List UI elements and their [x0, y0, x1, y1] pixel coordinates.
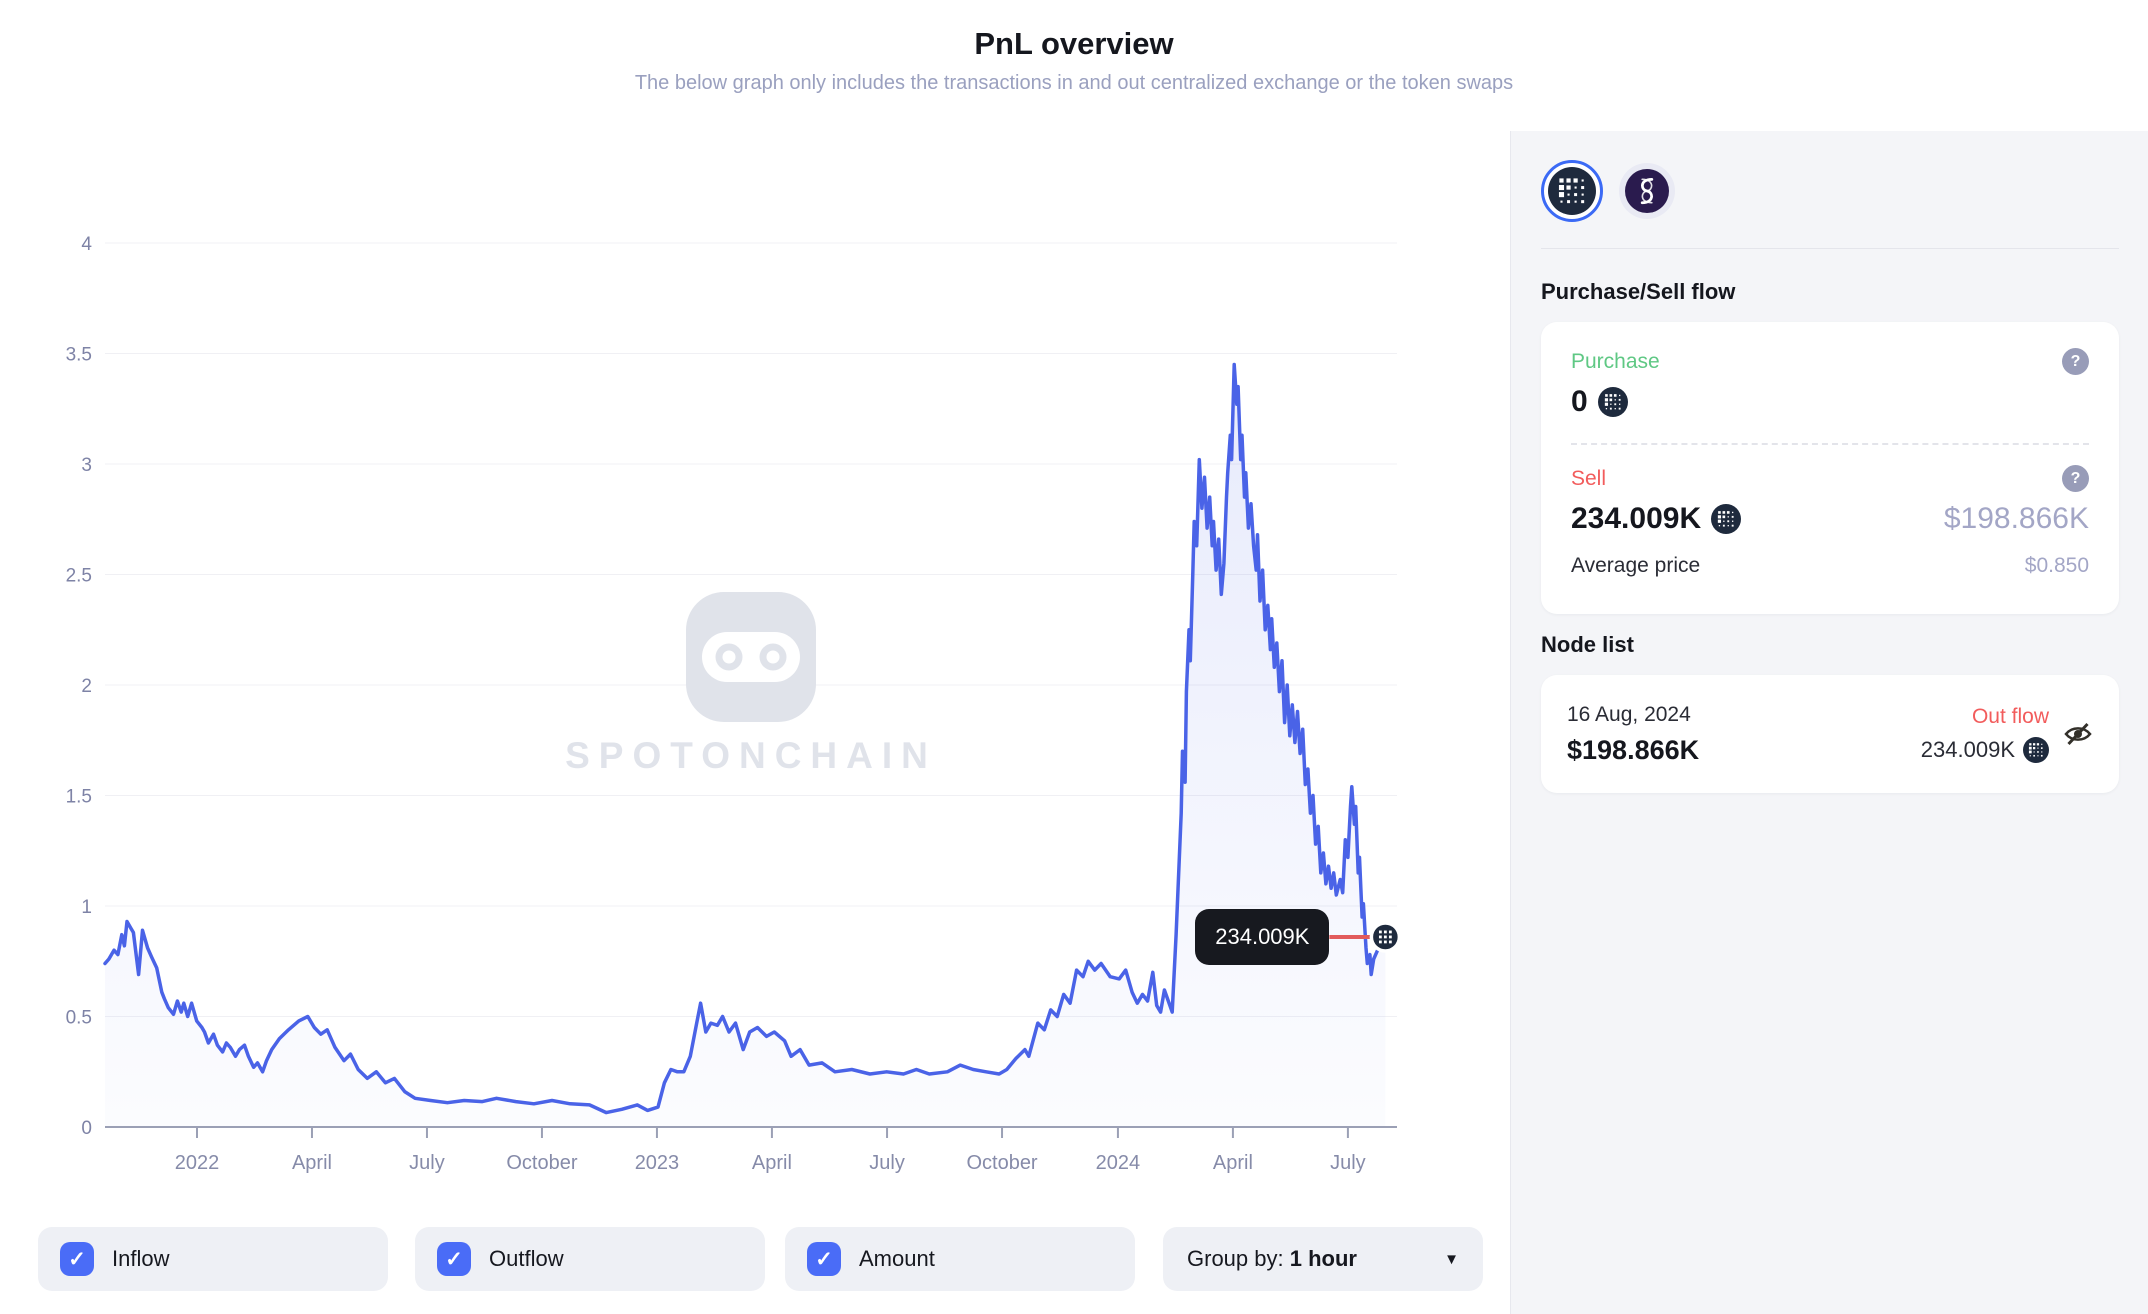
node-direction: Out flow: [1971, 705, 2049, 728]
sell-usd: $198.866K: [1943, 502, 2089, 535]
token-singularitynet-button[interactable]: [1619, 163, 1675, 219]
inflow-checkbox[interactable]: ✓: [60, 1242, 94, 1276]
grid-layer: [105, 242, 1397, 1017]
eye-off-icon[interactable]: [2063, 719, 2093, 749]
axis-layer: 0 0.5 1 1.5 2 2.5 3 3.5 4 2022 April July October 202…: [66, 234, 1397, 1174]
help-icon[interactable]: ?: [2062, 348, 2089, 375]
spotonchain-watermark: SPOTONCHAIN: [565, 592, 937, 776]
svg-text:0: 0: [81, 1118, 92, 1139]
group-by-dropdown[interactable]: Group by: 1 hour ▼: [1163, 1227, 1483, 1291]
purchase-label: Purchase: [1571, 349, 1660, 373]
amount-label: Amount: [859, 1246, 935, 1271]
svg-text:1: 1: [81, 897, 92, 918]
amount-toggle[interactable]: ✓ Amount: [785, 1227, 1135, 1291]
outflow-toggle[interactable]: ✓ Outflow: [415, 1227, 765, 1291]
fetch-coin-icon: [2023, 737, 2049, 763]
svg-text:0.5: 0.5: [66, 1008, 92, 1029]
node-date: 16 Aug, 2024: [1567, 702, 1691, 726]
token-fetch-button[interactable]: [1541, 160, 1603, 222]
svg-text:1.5: 1.5: [66, 787, 92, 808]
node-list-title: Node list: [1541, 632, 1634, 657]
fetch-coin-icon: [1711, 504, 1741, 534]
average-price-value: $0.850: [2024, 554, 2089, 577]
svg-text:2: 2: [81, 676, 92, 697]
node-list-item: 16 Aug, 2024 $198.866K Out flow 234.009K: [1541, 675, 2119, 793]
tooltip-value: 234.009K: [1215, 923, 1310, 949]
card-divider: [1571, 443, 2089, 445]
outflow-checkbox[interactable]: ✓: [437, 1242, 471, 1276]
purchase-sell-card: Purchase ? 0 Sell ? 234.009K $198.866K A…: [1541, 322, 2119, 614]
fetch-coin-icon: [1598, 387, 1628, 417]
outflow-label: Outflow: [489, 1246, 564, 1271]
node-usd-value: $198.866K: [1567, 734, 1700, 765]
watermark-brand-text: SPOTONCHAIN: [565, 735, 937, 776]
node-flow-info: Out flow 234.009K: [1921, 705, 2049, 763]
node-amount: 234.009K: [1920, 737, 2015, 762]
svg-text:2024: 2024: [1096, 1152, 1141, 1174]
svg-text:4: 4: [81, 234, 92, 255]
svg-text:July: July: [1330, 1152, 1366, 1174]
svg-text:April: April: [292, 1152, 332, 1174]
group-by-label: Group by:: [1187, 1246, 1284, 1271]
chart-tooltip: 234.009K: [1195, 908, 1330, 965]
node-left: 16 Aug, 2024 $198.866K: [1567, 703, 1699, 766]
spotonchain-logo-icon: [686, 592, 816, 722]
amount-checkbox[interactable]: ✓: [807, 1242, 841, 1276]
svg-text:2022: 2022: [175, 1152, 220, 1174]
page-subtitle: The below graph only includes the transa…: [634, 72, 1514, 94]
svg-text:3: 3: [81, 455, 92, 476]
svg-text:2.5: 2.5: [66, 566, 92, 587]
fetch-token-icon: [1548, 167, 1596, 215]
svg-text:3.5: 3.5: [66, 345, 92, 366]
token-selector: [1541, 160, 1675, 222]
svg-text:July: July: [409, 1152, 445, 1174]
singularitynet-token-icon: [1625, 169, 1669, 213]
checkmark-icon: ✓: [445, 1247, 463, 1271]
tooltip-layer: [1329, 921, 1402, 953]
help-icon[interactable]: ?: [2062, 465, 2089, 492]
page-title: PnL overview: [974, 26, 1174, 61]
group-by-text: Group by: 1 hour: [1187, 1246, 1357, 1272]
flow-section-title: Purchase/Sell flow: [1541, 279, 1736, 304]
checkmark-icon: ✓: [815, 1247, 833, 1271]
sell-amount: 234.009K: [1571, 502, 1702, 535]
sell-label: Sell: [1571, 466, 1607, 490]
checkmark-icon: ✓: [68, 1247, 86, 1271]
inflow-toggle[interactable]: ✓ Inflow: [38, 1227, 388, 1291]
svg-text:July: July: [869, 1152, 905, 1174]
svg-text:April: April: [752, 1152, 792, 1174]
chevron-down-icon: ▼: [1444, 1250, 1459, 1268]
svg-text:April: April: [1213, 1152, 1253, 1174]
svg-text:October: October: [506, 1152, 577, 1174]
panel-divider: [1541, 248, 2119, 249]
average-price-label: Average price: [1571, 554, 1701, 577]
group-by-value: 1 hour: [1289, 1246, 1357, 1271]
svg-text:2023: 2023: [635, 1152, 680, 1174]
svg-text:October: October: [966, 1152, 1037, 1174]
series-layer: [103, 362, 1388, 1127]
chart-pane: SPOTONCHAIN 0 0.5 1 1.5 2 2.5 3 3.5 4 2022 April Ju…: [0, 131, 1510, 1314]
page-header: PnL overview The below graph only includ…: [0, 0, 2148, 132]
purchase-amount: 0: [1571, 385, 1588, 418]
details-panel: Purchase/Sell flow Purchase ? 0 Sell ? 2…: [1510, 131, 2148, 1314]
pnl-chart-canvas[interactable]: SPOTONCHAIN 0 0.5 1 1.5 2 2.5 3 3.5 4 2022 April Ju…: [0, 131, 1510, 1314]
chart-end-marker: [1369, 921, 1402, 953]
inflow-label: Inflow: [112, 1246, 170, 1271]
